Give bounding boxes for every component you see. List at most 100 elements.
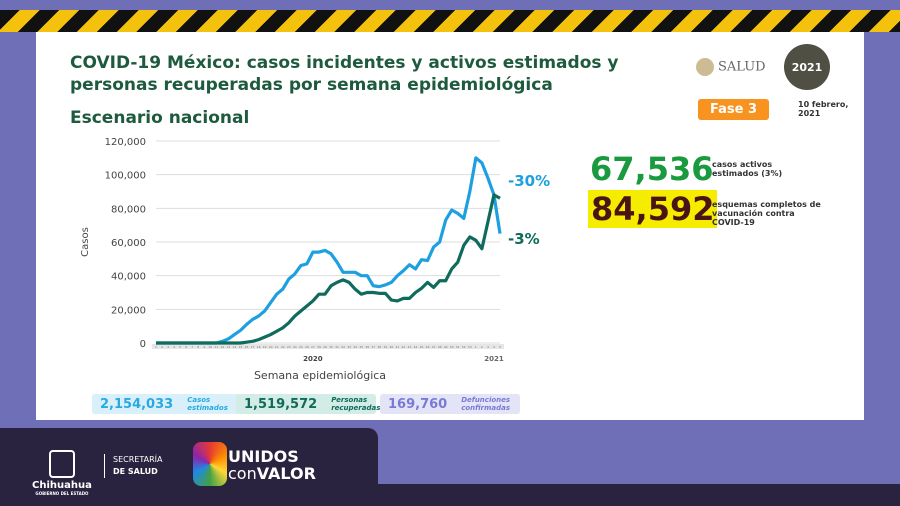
vaccine-value: 84,592 bbox=[588, 190, 718, 228]
x-tick-label: 21 bbox=[275, 345, 279, 349]
change-annotation: -30% bbox=[508, 172, 550, 190]
x-tick-label: 33 bbox=[347, 345, 351, 349]
summary-recovered: 1,519,572 Personas recuperadas bbox=[236, 394, 380, 414]
salud-text: SALUD bbox=[718, 59, 766, 75]
y-tick-label: 60,000 bbox=[111, 238, 146, 249]
x-tick-label: 13 bbox=[227, 345, 231, 349]
date-label: 10 febrero, 2021 bbox=[798, 100, 849, 118]
x-tick-label: 14 bbox=[233, 345, 237, 349]
dept-line2: DE SALUD bbox=[113, 467, 158, 476]
x-tick-label: 34 bbox=[353, 345, 357, 349]
y-tick-label: 20,000 bbox=[111, 305, 146, 316]
x-tick-label: 37 bbox=[371, 345, 375, 349]
x-tick-label: 41 bbox=[395, 345, 399, 349]
x-tick-label: 49 bbox=[444, 345, 448, 349]
series-line bbox=[156, 193, 501, 345]
y-tick-label: 100,000 bbox=[105, 171, 146, 182]
x-tick-label: 23 bbox=[287, 345, 291, 349]
x-tick-label: 31 bbox=[335, 345, 339, 349]
x-tick-label: 24 bbox=[293, 345, 297, 349]
x-tick-label: 26 bbox=[305, 345, 309, 349]
x-tick-label: 43 bbox=[408, 345, 412, 349]
bottom-bar bbox=[378, 484, 900, 506]
x-tick-label: 11 bbox=[214, 345, 218, 349]
x-tick-label: 29 bbox=[323, 345, 327, 349]
x-tick-label: 2 bbox=[161, 345, 163, 349]
summary-label: Casos estimados bbox=[187, 396, 228, 412]
x-tick-label: 2 bbox=[481, 345, 483, 349]
x-tick-label: 47 bbox=[432, 345, 436, 349]
x-tick-label: 52 bbox=[462, 345, 466, 349]
x-tick-label: 51 bbox=[456, 345, 460, 349]
year-label: 2021 bbox=[484, 355, 504, 363]
series-line bbox=[156, 156, 502, 345]
brand-valor: VALOR bbox=[256, 464, 316, 483]
x-tick-label: 40 bbox=[389, 345, 393, 349]
x-tick-label: 30 bbox=[329, 345, 333, 349]
x-tick-label: 36 bbox=[365, 345, 369, 349]
salud-logo: SALUD bbox=[696, 58, 766, 76]
x-tick-label: 25 bbox=[299, 345, 303, 349]
x-tick-label: 44 bbox=[414, 345, 418, 349]
x-axis-band bbox=[152, 344, 504, 349]
x-tick-label: 28 bbox=[317, 345, 321, 349]
x-tick-label: 4 bbox=[493, 345, 495, 349]
x-tick-label: 39 bbox=[383, 345, 387, 349]
x-tick-label: 3 bbox=[487, 345, 489, 349]
y-tick-label: 40,000 bbox=[111, 272, 146, 283]
x-tick-label: 3 bbox=[167, 345, 169, 349]
x-tick-label: 19 bbox=[263, 345, 267, 349]
x-tick-label: 42 bbox=[402, 345, 406, 349]
phase-badge: Fase 3 bbox=[698, 99, 770, 120]
x-tick-label: 18 bbox=[257, 345, 261, 349]
x-tick-label: 35 bbox=[359, 345, 363, 349]
x-tick-label: 17 bbox=[251, 345, 255, 349]
mexico-2021-seal: 2021 bbox=[784, 44, 830, 90]
x-tick-label: 1 bbox=[475, 345, 477, 349]
summary-label: Personas recuperadas bbox=[331, 396, 381, 412]
x-tick-label: 27 bbox=[311, 345, 315, 349]
x-tick-label: 9 bbox=[203, 345, 205, 349]
summary-deaths: 169,760 Defunciones confirmadas bbox=[380, 394, 520, 414]
x-tick-label: 38 bbox=[377, 345, 381, 349]
y-tick-label: 0 bbox=[140, 339, 146, 350]
year-label: 2020 bbox=[303, 355, 323, 363]
x-tick-label: 5 bbox=[179, 345, 181, 349]
slide-subtitle: Escenario nacional bbox=[70, 108, 250, 128]
x-tick-label: 10 bbox=[208, 345, 212, 349]
summary-estimated: 2,154,033 Casos estimados bbox=[92, 394, 248, 414]
y-axis-title: Casos bbox=[80, 227, 91, 257]
state-name: Chihuahua bbox=[32, 480, 92, 491]
x-tick-label: 5 bbox=[499, 345, 501, 349]
x-axis-title: Semana epidemiológica bbox=[254, 369, 386, 382]
change-annotation: -3% bbox=[508, 230, 540, 248]
secretaria-label: SECRETARÍA DE SALUD bbox=[104, 454, 162, 478]
dept-line1: SECRETARÍA bbox=[113, 455, 163, 464]
unidos-con-valor-logo: UNIDOS conVALOR bbox=[228, 448, 316, 482]
x-tick-label: 4 bbox=[173, 345, 175, 349]
x-tick-label: 46 bbox=[426, 345, 430, 349]
x-tick-label: 32 bbox=[341, 345, 345, 349]
x-tick-label: 7 bbox=[191, 345, 193, 349]
x-tick-label: 8 bbox=[197, 345, 199, 349]
footer-bar: Chihuahua GOBIERNO DEL ESTADO SECRETARÍA D… bbox=[0, 428, 378, 506]
active-cases-label: casos activos estimados (3%) bbox=[712, 160, 783, 178]
x-tick-label: 1 bbox=[155, 345, 157, 349]
slide-title: COVID-19 México: casos incidentes y acti… bbox=[70, 53, 619, 95]
y-tick-label: 120,000 bbox=[105, 137, 146, 148]
hazard-stripe bbox=[0, 10, 900, 32]
brand-con: con bbox=[228, 464, 257, 483]
x-tick-label: 15 bbox=[239, 345, 243, 349]
x-tick-label: 12 bbox=[220, 345, 224, 349]
summary-value: 2,154,033 bbox=[100, 396, 174, 412]
brand-line1: UNIDOS bbox=[228, 447, 299, 466]
chihuahua-logo: Chihuahua GOBIERNO DEL ESTADO bbox=[32, 450, 92, 496]
chihuahua-map-icon bbox=[193, 442, 227, 486]
x-tick-label: 6 bbox=[185, 345, 187, 349]
slide-panel: COVID-19 México: casos incidentes y acti… bbox=[36, 32, 864, 420]
summary-value: 1,519,572 bbox=[244, 396, 318, 412]
summary-value: 169,760 bbox=[388, 396, 448, 412]
x-tick-label: 20 bbox=[269, 345, 273, 349]
line-chart: 0 20,000 40,000 60,000 80,000 100,000 120,000 1… bbox=[80, 137, 550, 382]
summary-label: Defunciones confirmadas bbox=[461, 396, 511, 412]
